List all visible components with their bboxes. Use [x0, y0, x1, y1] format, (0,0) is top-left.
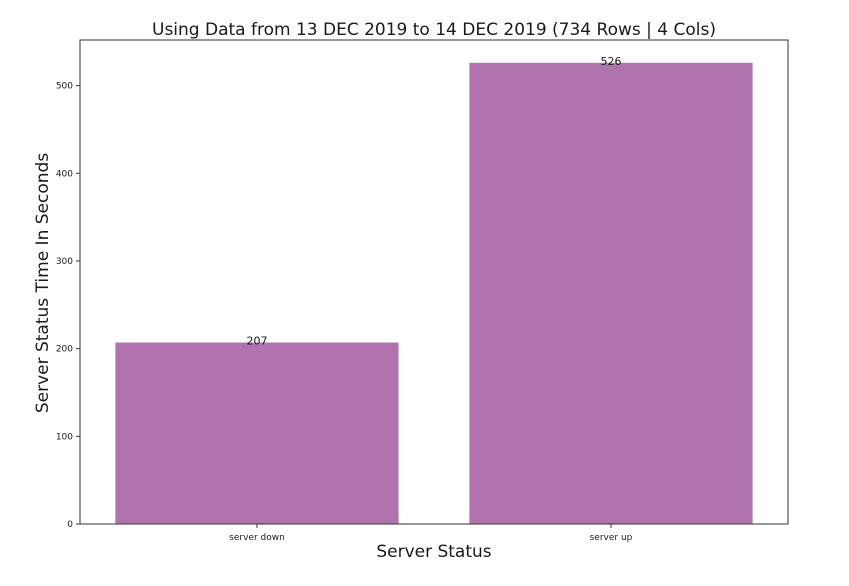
x-tick-label: server up	[590, 533, 633, 543]
y-tick-label: 300	[56, 257, 73, 267]
y-tick-label: 0	[67, 520, 73, 530]
y-axis-label: Server Status Time In Seconds	[33, 153, 53, 413]
y-tick-label: 100	[56, 432, 73, 442]
data-label: 207	[247, 335, 268, 348]
chart-title: Using Data from 13 DEC 2019 to 14 DEC 20…	[152, 20, 716, 40]
bar-server-down	[115, 343, 398, 525]
data-label: 526	[601, 55, 622, 68]
bar-server-up	[469, 63, 752, 524]
plot-area: 207 526 0 100 200 300 400 500 server down server …	[56, 40, 788, 543]
x-tick-label: server down	[229, 533, 285, 543]
y-tick-label: 500	[56, 82, 73, 92]
y-tick-label: 200	[56, 345, 73, 355]
x-axis-label: Server Status	[376, 542, 491, 562]
y-tick-label: 400	[56, 169, 73, 179]
